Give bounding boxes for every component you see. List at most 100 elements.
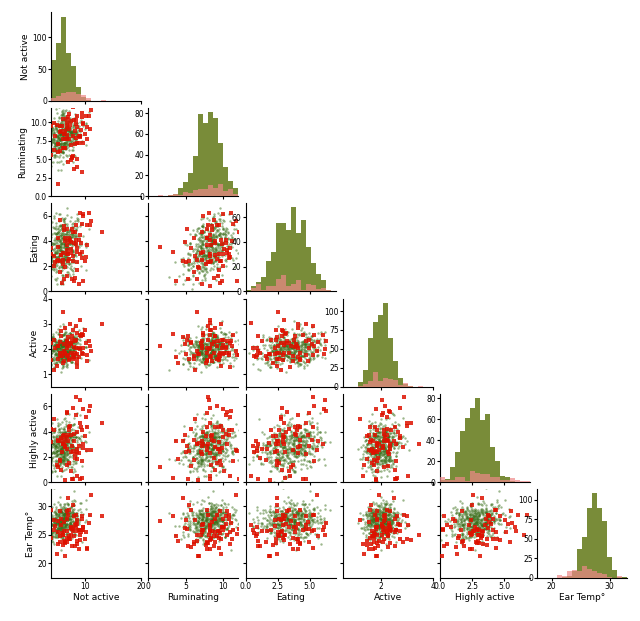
Point bbox=[289, 445, 300, 455]
Point bbox=[61, 246, 71, 256]
Point bbox=[298, 443, 308, 453]
Point bbox=[380, 446, 390, 456]
Point bbox=[373, 420, 383, 430]
Point bbox=[222, 434, 232, 444]
Point bbox=[211, 435, 221, 445]
Point bbox=[70, 451, 81, 461]
Point bbox=[70, 240, 80, 250]
Point bbox=[45, 264, 56, 274]
Point bbox=[282, 407, 292, 417]
Point bbox=[209, 352, 220, 362]
Point bbox=[282, 525, 292, 535]
Point bbox=[460, 518, 470, 528]
Point bbox=[210, 522, 220, 532]
Point bbox=[365, 533, 375, 543]
Point bbox=[296, 330, 306, 340]
Point bbox=[63, 350, 73, 360]
Point bbox=[298, 435, 308, 445]
Point bbox=[372, 515, 382, 525]
Point bbox=[60, 213, 70, 223]
Point bbox=[50, 150, 60, 160]
Point bbox=[191, 261, 202, 271]
Point bbox=[53, 354, 63, 364]
Point bbox=[216, 510, 227, 520]
Point bbox=[57, 340, 67, 350]
Point bbox=[44, 348, 54, 358]
Point bbox=[55, 530, 65, 540]
Point bbox=[68, 345, 79, 355]
Point bbox=[262, 515, 273, 525]
Point bbox=[47, 514, 57, 524]
Point bbox=[297, 431, 307, 441]
Bar bbox=[567, 571, 572, 578]
Point bbox=[194, 342, 204, 351]
Point bbox=[378, 455, 388, 465]
Point bbox=[195, 449, 205, 459]
Point bbox=[370, 457, 380, 467]
Point bbox=[47, 337, 58, 347]
Point bbox=[381, 445, 391, 455]
Point bbox=[355, 454, 365, 464]
Point bbox=[211, 244, 221, 254]
Point bbox=[60, 235, 70, 245]
Point bbox=[53, 515, 63, 525]
Point bbox=[61, 528, 71, 538]
Point bbox=[465, 528, 475, 538]
Point bbox=[209, 253, 220, 263]
Point bbox=[299, 430, 309, 440]
Point bbox=[51, 440, 61, 450]
Point bbox=[62, 528, 72, 538]
Point bbox=[48, 527, 58, 537]
Point bbox=[68, 429, 79, 439]
Point bbox=[378, 430, 388, 440]
Point bbox=[196, 350, 207, 360]
Point bbox=[65, 451, 75, 461]
Point bbox=[202, 342, 212, 352]
Point bbox=[210, 347, 220, 356]
Point bbox=[374, 512, 385, 522]
Point bbox=[305, 461, 316, 471]
Point bbox=[496, 519, 506, 529]
Point bbox=[289, 348, 299, 358]
Point bbox=[201, 432, 211, 442]
Point bbox=[384, 432, 394, 442]
Point bbox=[289, 519, 299, 529]
Point bbox=[221, 248, 232, 258]
Point bbox=[66, 337, 76, 347]
Point bbox=[365, 451, 376, 461]
Point bbox=[70, 333, 81, 343]
Point bbox=[273, 530, 283, 540]
Point bbox=[304, 353, 314, 363]
Point bbox=[205, 533, 215, 543]
Point bbox=[372, 438, 382, 448]
Point bbox=[486, 519, 497, 528]
Point bbox=[52, 232, 63, 242]
Point bbox=[189, 430, 200, 440]
Point bbox=[211, 502, 221, 512]
Point bbox=[65, 523, 75, 533]
Point bbox=[197, 458, 207, 468]
Point bbox=[255, 454, 266, 464]
Point bbox=[202, 343, 212, 353]
Point bbox=[66, 522, 76, 532]
Point bbox=[75, 344, 85, 354]
Point bbox=[202, 436, 212, 446]
Point bbox=[39, 228, 49, 238]
Point bbox=[445, 520, 456, 530]
Point bbox=[474, 512, 484, 522]
Point bbox=[470, 509, 480, 519]
Point bbox=[47, 250, 58, 260]
Point bbox=[208, 222, 218, 232]
Point bbox=[205, 348, 216, 358]
Point bbox=[207, 443, 217, 453]
Point bbox=[289, 329, 299, 338]
Point bbox=[67, 145, 77, 155]
Point bbox=[58, 357, 68, 367]
Point bbox=[200, 515, 211, 525]
Point bbox=[230, 337, 241, 347]
Point bbox=[291, 446, 301, 456]
Point bbox=[252, 343, 262, 353]
Point bbox=[267, 519, 277, 528]
Point bbox=[203, 257, 213, 267]
Point bbox=[220, 232, 230, 242]
